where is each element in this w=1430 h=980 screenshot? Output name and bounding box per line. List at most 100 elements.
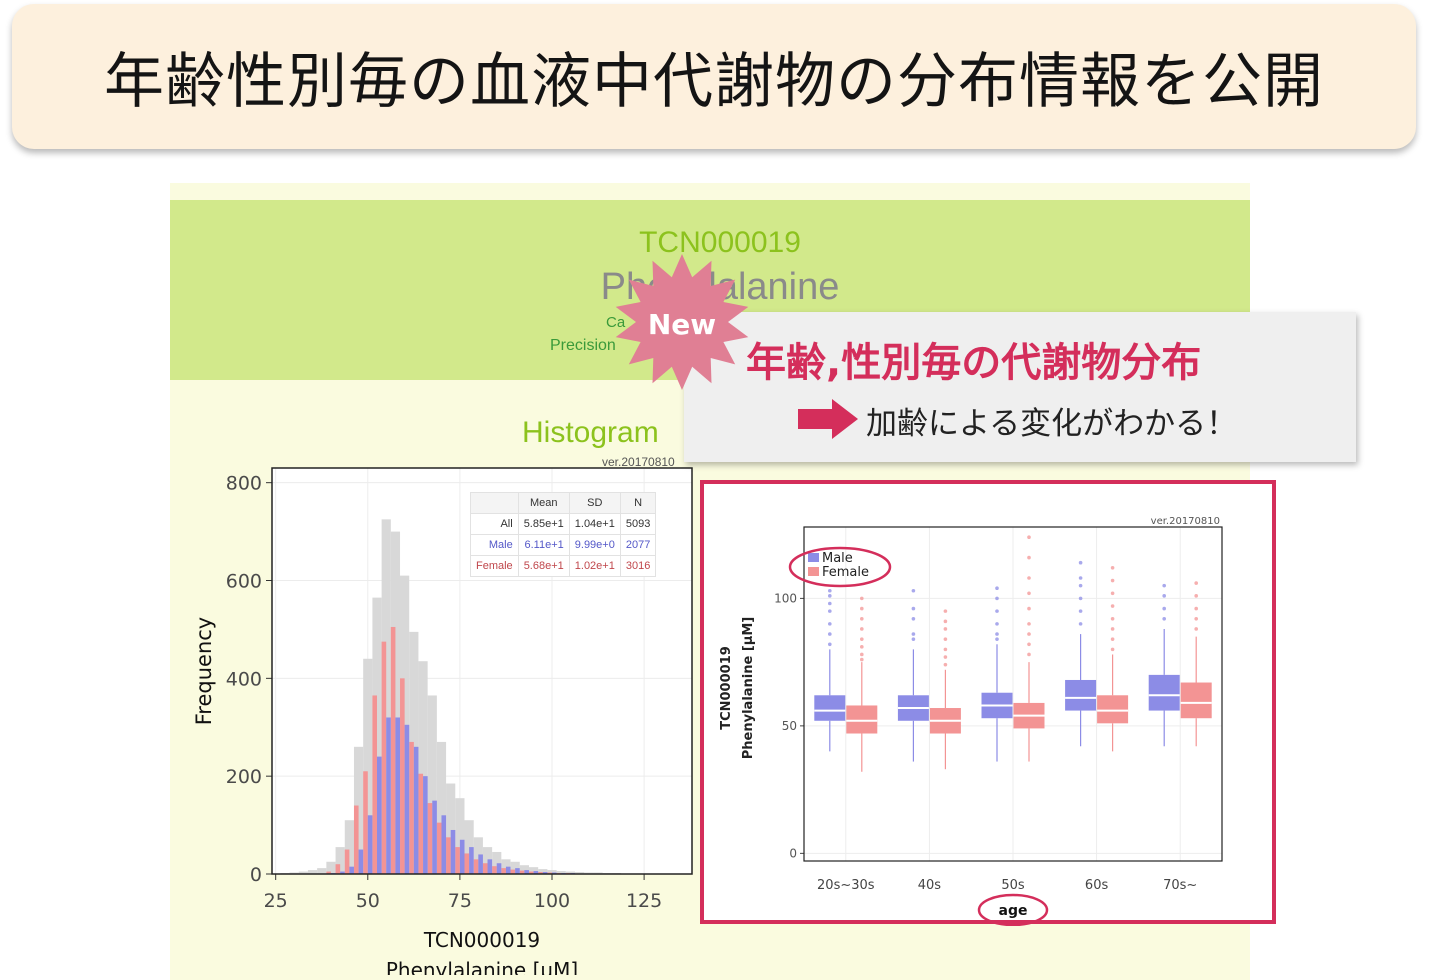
boxplot-outlier-female bbox=[1110, 591, 1115, 596]
boxplot-outlier-male bbox=[995, 596, 999, 601]
stats-header-n: N bbox=[619, 492, 657, 514]
boxplot-outlier-male bbox=[828, 632, 832, 636]
boxplot-x-tick-label: 70s~ bbox=[1163, 878, 1197, 893]
boxplot-outlier-female bbox=[943, 647, 948, 652]
histogram-bar-female bbox=[464, 853, 470, 874]
histogram-bar-female bbox=[482, 863, 488, 874]
histogram-heading: Histogram bbox=[522, 416, 659, 449]
right-arrow-icon bbox=[798, 399, 858, 439]
new-badge-label: New bbox=[648, 308, 716, 341]
boxplot-outlier-female bbox=[943, 619, 948, 624]
histogram-bar-female bbox=[528, 871, 534, 874]
boxplot-outlier-male bbox=[995, 609, 999, 613]
boxplot-outlier-female bbox=[860, 645, 864, 649]
boxplot-outlier-female bbox=[860, 637, 864, 641]
histogram-y-tick-label: 600 bbox=[226, 571, 262, 593]
histogram-bar-all bbox=[344, 820, 354, 874]
boxplot-outlier-male bbox=[828, 588, 832, 593]
boxplot-outlier-male bbox=[828, 642, 832, 647]
histogram-bar-female bbox=[427, 803, 433, 874]
histogram-y-label: Frequency bbox=[192, 617, 216, 726]
boxplot-outlier-female bbox=[943, 637, 948, 641]
histogram-bar-male bbox=[496, 863, 502, 874]
histogram-x-label-2: Phenylalanine [μM] bbox=[386, 958, 578, 975]
histogram-version: ver.20170810 bbox=[602, 455, 675, 469]
boxplot-x-tick-label: 50s bbox=[1001, 878, 1025, 893]
histogram-bar-male bbox=[505, 866, 511, 874]
histogram-bar-all bbox=[436, 741, 447, 874]
stats-cell-mean: 5.68e+1 bbox=[517, 555, 570, 577]
boxplot-outlier-female bbox=[860, 627, 864, 631]
histogram-bar-male bbox=[542, 872, 548, 874]
histogram-x-tick-label: 125 bbox=[626, 890, 662, 912]
boxplot-x-tick-label: 20s~30s bbox=[817, 878, 875, 893]
stats-cell-n: 5093 bbox=[619, 513, 657, 535]
histogram-y-tick-label: 400 bbox=[226, 668, 262, 690]
metabolite-category-text: Ca bbox=[606, 314, 626, 331]
legend-highlight-ellipse bbox=[788, 546, 892, 588]
stats-table: Mean SD N All 5.85e+1 1.04e+1 5093 Male … bbox=[470, 492, 657, 577]
new-starburst-badge: New bbox=[615, 254, 749, 390]
boxplot-outlier-male bbox=[911, 606, 916, 611]
boxplot-outlier-female bbox=[1027, 606, 1031, 611]
histogram-bar-male bbox=[459, 839, 465, 874]
stats-header-mean: Mean bbox=[517, 492, 570, 514]
boxplot-box-female bbox=[846, 705, 878, 734]
boxplot-outlier-male bbox=[1078, 596, 1083, 601]
histogram-bar-female bbox=[390, 626, 396, 874]
boxplot-outlier-female bbox=[1194, 581, 1198, 585]
boxplot-outlier-female bbox=[1194, 594, 1198, 598]
stats-cell-sd: 1.02e+1 bbox=[568, 555, 621, 577]
histogram-bar-all bbox=[326, 861, 336, 874]
slide-title: 年齢性別毎の血液中代謝物の分布情報を公開 bbox=[104, 47, 1324, 117]
boxplot-outlier-male bbox=[995, 632, 999, 636]
boxplot-frame bbox=[803, 526, 1223, 862]
histogram-bar-all bbox=[418, 661, 428, 874]
boxplot-outlier-male bbox=[911, 616, 916, 621]
boxplot-outlier-female bbox=[943, 609, 948, 613]
boxplot-outlier-female bbox=[1110, 578, 1115, 583]
stats-cell-n: 3016 bbox=[619, 555, 657, 577]
histogram-bar-female bbox=[335, 864, 341, 874]
histogram-bar-female bbox=[501, 868, 506, 874]
boxplot-x-tick-label: 60s bbox=[1085, 878, 1109, 893]
histogram-bar-male bbox=[441, 815, 447, 874]
boxplot-outlier-male bbox=[1162, 616, 1166, 621]
boxplot-outlier-female bbox=[1110, 604, 1115, 608]
boxplot-outlier-male bbox=[828, 601, 832, 606]
boxplot-y-tick-label: 100 bbox=[774, 591, 797, 605]
histogram-bar-all bbox=[528, 867, 539, 874]
boxplot-y-label-2: Phenylalanine [μM] bbox=[741, 617, 756, 759]
boxplot-outlier-male bbox=[1078, 560, 1083, 565]
histogram-x-tick-label: 25 bbox=[264, 890, 288, 912]
age-highlight-ellipse bbox=[977, 893, 1049, 926]
histogram-bar-female bbox=[473, 859, 479, 874]
boxplot-outlier-female bbox=[1027, 555, 1031, 560]
boxplot-box-male bbox=[1148, 674, 1180, 711]
histogram-bar-all bbox=[575, 872, 585, 874]
stats-row-all: All 5.85e+1 1.04e+1 5093 bbox=[470, 513, 657, 535]
histogram-bar-male bbox=[404, 724, 410, 874]
stats-header-blank bbox=[470, 492, 519, 514]
boxplot-outlier-male bbox=[911, 588, 916, 593]
boxplot-outlier-male bbox=[911, 637, 916, 641]
boxplot-outlier-female bbox=[1194, 606, 1198, 611]
histogram-bar-all bbox=[446, 783, 456, 874]
histogram-bar-female bbox=[344, 849, 350, 874]
histogram-bar-female bbox=[326, 871, 331, 874]
histogram-bar-female bbox=[455, 847, 460, 874]
boxplot-outlier-male bbox=[911, 632, 916, 636]
stats-cell-mean: 6.11e+1 bbox=[517, 534, 570, 556]
boxplot-x-tick-label: 40s bbox=[918, 878, 942, 893]
histogram-bar-male bbox=[367, 815, 373, 874]
histogram-y-tick-label: 800 bbox=[226, 473, 262, 495]
boxplot-outlier-female bbox=[1110, 637, 1115, 641]
boxplot-outlier-female bbox=[943, 662, 948, 667]
boxplot-outlier-female bbox=[1110, 647, 1115, 652]
boxplot-outlier-female bbox=[860, 606, 864, 611]
histogram-x-tick-label: 75 bbox=[448, 890, 472, 912]
boxplot-outlier-female bbox=[1027, 576, 1031, 580]
histogram-bar-male bbox=[487, 859, 493, 874]
boxplot-y-tick-label: 0 bbox=[789, 846, 797, 860]
histogram-bar-male bbox=[533, 871, 539, 874]
